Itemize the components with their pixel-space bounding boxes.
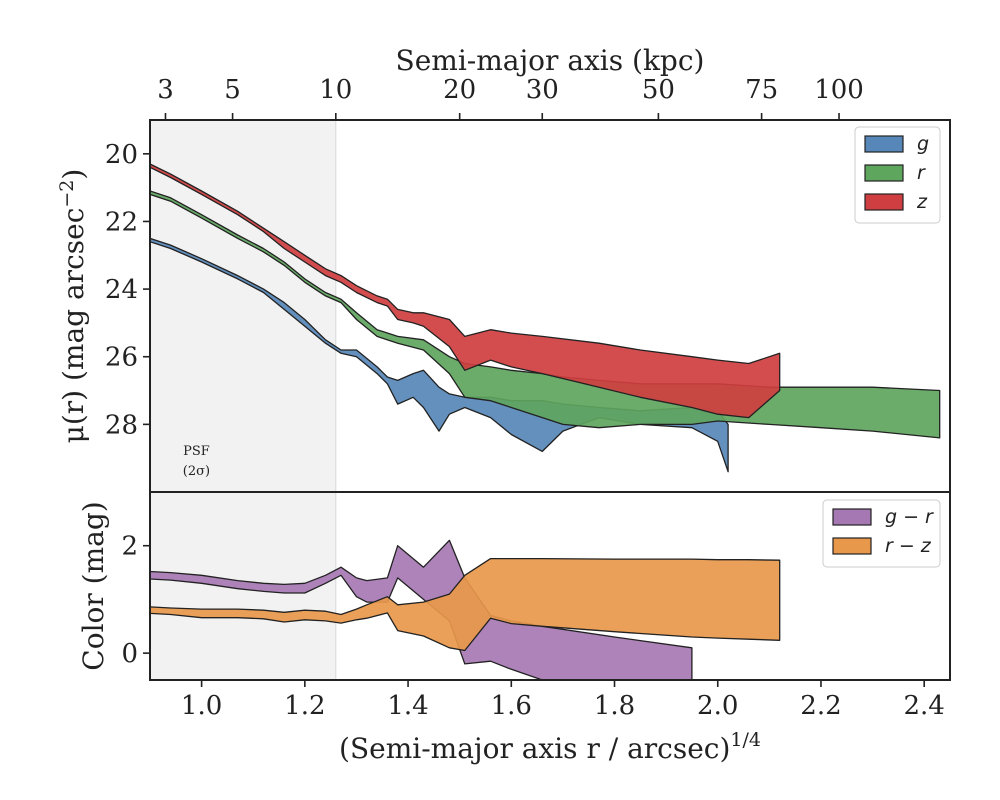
mu-band-r xyxy=(150,190,941,439)
top-y-tick-label: 20 xyxy=(105,140,138,170)
bottom-x-tick-label: 2.4 xyxy=(904,691,945,721)
bottom-x-tick-label: 1.6 xyxy=(491,691,532,721)
top-y-tick-label: 28 xyxy=(105,410,138,440)
top-x-tick-label: 20 xyxy=(443,75,476,105)
top-y-tick-label: 26 xyxy=(105,343,138,373)
bottom-y-axis-label: Color (mag) xyxy=(77,501,110,670)
bottom-y-ticks: 02 xyxy=(121,532,150,669)
top-legend-label-r: r xyxy=(917,162,926,184)
bottom-x-ticks: 1.0 1.2 1.4 1.6 1.8 2.0 2.2 2.4 xyxy=(181,680,945,721)
bottom-legend-swatch-g-r xyxy=(832,508,872,526)
top-x-tick-label: 50 xyxy=(642,75,675,105)
mu-band-z xyxy=(150,163,781,419)
bottom-legend-label-r-z: r − z xyxy=(885,535,932,557)
bottom-x-tick-label: 1.4 xyxy=(387,691,428,721)
top-x-tick-label: 5 xyxy=(224,75,241,105)
bottom-x-tick-label: 1.8 xyxy=(594,691,635,721)
psf-sigma-label: (2σ) xyxy=(183,464,210,479)
top-legend-swatch-z xyxy=(864,193,904,211)
top-y-tick-label: 24 xyxy=(105,275,138,305)
bottom-legend-swatch-r-z xyxy=(832,537,872,555)
top-y-ticks: 20 22 24 26 28 xyxy=(105,140,150,440)
bottom-x-tick-label: 1.2 xyxy=(284,691,325,721)
bottom-x-tick-label: 2.0 xyxy=(697,691,738,721)
top-x-tick-label: 30 xyxy=(526,75,559,105)
top-x-tick-label: 100 xyxy=(814,75,864,105)
top-legend: grz xyxy=(854,126,941,224)
bottom-legend: g − r r − z xyxy=(822,499,941,568)
bottom-x-tick-label: 1.0 xyxy=(181,691,222,721)
top-legend-swatch-g xyxy=(864,135,904,153)
top-legend-label-g: g xyxy=(917,133,929,155)
color-bands xyxy=(150,539,781,680)
top-x-tick-label: 3 xyxy=(157,75,174,105)
top-x-axis-label: Semi-major axis (kpc) xyxy=(396,44,705,77)
bottom-legend-label-g-r: g − r xyxy=(885,506,934,528)
top-x-tick-label: 75 xyxy=(745,75,778,105)
top-y-tick-label: 22 xyxy=(105,207,138,237)
color-band-g-r xyxy=(150,539,693,680)
surface-brightness-bands xyxy=(150,163,941,473)
top-x-ticks: 3 5 10 20 30 50 75 100 xyxy=(157,75,864,120)
bottom-y-tick-label: 2 xyxy=(121,532,138,562)
bottom-x-tick-label: 2.2 xyxy=(800,691,841,721)
psf-label: PSF xyxy=(183,444,210,459)
bottom-x-axis-label: (Semi-major axis r / arcsec)1/4 xyxy=(339,729,761,765)
color-band-r-z xyxy=(150,557,781,652)
bottom-y-tick-label: 0 xyxy=(121,639,138,669)
top-legend-label-z: z xyxy=(916,191,928,213)
top-y-axis-label: μ(r) (mag arcsec−2) xyxy=(56,169,90,444)
psf-region-top xyxy=(150,120,336,492)
bottom-panel-frame xyxy=(149,491,951,681)
top-legend-swatch-r xyxy=(864,164,904,182)
top-x-tick-label: 10 xyxy=(319,75,352,105)
